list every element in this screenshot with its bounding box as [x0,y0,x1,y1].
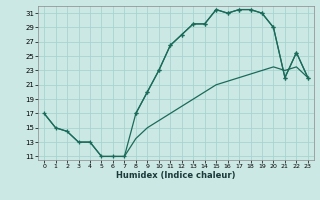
X-axis label: Humidex (Indice chaleur): Humidex (Indice chaleur) [116,171,236,180]
